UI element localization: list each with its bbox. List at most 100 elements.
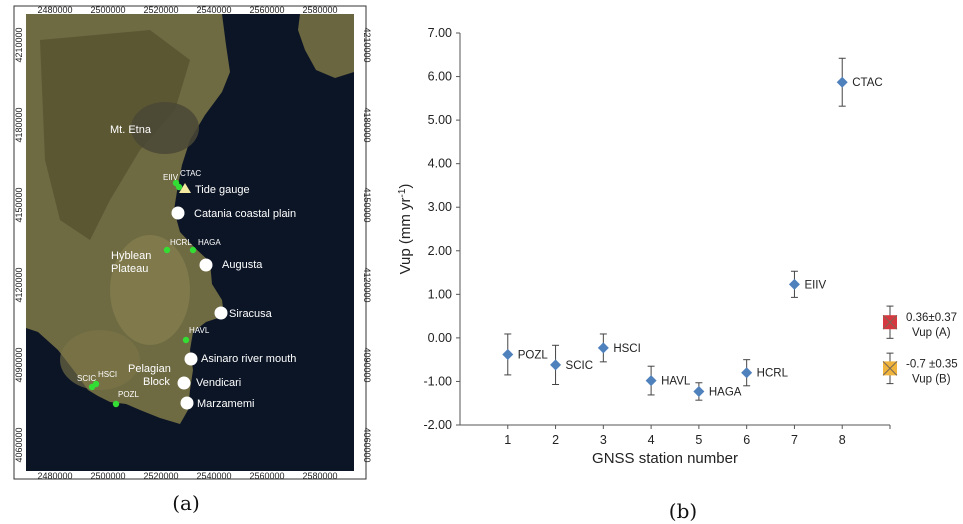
map-y-tick: 4060000 [14,427,24,462]
x-tick-label: 3 [600,433,607,447]
map-y-tick: 4150000 [14,187,24,222]
map-x-tick: 2560000 [249,5,284,15]
panel-b-label: (b) [669,499,697,523]
inland-relief [40,30,190,240]
map-y-tick: 4090000 [14,347,24,382]
y-tick-label: 2.00 [428,244,452,258]
siracusa-label: Siracusa [229,308,273,320]
data-point [788,278,800,290]
data-label: POZL [518,349,549,361]
data-point [836,76,848,88]
data-point [597,342,609,354]
map-x-tick: 2580000 [302,5,337,15]
data-label: CTAC [852,77,882,89]
data-point [741,367,753,379]
x-tick-label: 1 [504,433,511,447]
y-tick-label: 4.00 [428,157,452,171]
asinaro-label: Asinaro river mouth [201,353,296,365]
average-marker-cross [882,314,898,330]
average-value-label: 0.36±0.37 [906,312,957,324]
map-x-tick: 2540000 [196,471,231,481]
station-ctac-dot [175,183,183,191]
pelagian-label-line1: Pelagian [128,363,171,375]
asinaro-marker [184,352,198,366]
hyblean-relief [110,235,190,345]
station-label-haga: HAGA [198,238,221,247]
map-y-tick: 4060000 [362,427,372,462]
map-y-tick: 4210000 [14,27,24,62]
station-pozl-dot [112,400,120,408]
chart-panel: 7.00 6.00 5.00 4.00 3.00 2.00 1.00 0.00 -1.00 -2.… [397,26,958,523]
data-label: SCIC [566,360,593,372]
hyblean-label-line1: Hyblean [111,250,151,262]
map-x-tick: 2500000 [90,471,125,481]
map-markers [88,179,228,410]
station-hcrl-dot [163,246,171,254]
siracusa-marker [214,306,228,320]
map-y-tick: 4120000 [14,267,24,302]
map-x-tick: 2540000 [196,5,231,15]
map-x-tick: 2520000 [143,471,178,481]
station-label-hsci: HSCI [98,370,117,379]
y-tick-label: 6.00 [428,70,452,84]
average-series-label: Vup (B) [912,373,951,385]
tide-gauge-icon [179,183,191,193]
map-y-tick: 4120000 [362,267,372,302]
y-tick-label: 0.00 [428,331,452,345]
hyblean-label-line2: Plateau [111,263,148,275]
y-tick-label: 3.00 [428,200,452,214]
augusta-marker [199,258,213,272]
data-point [550,359,562,371]
x-tick-label: 4 [648,433,655,447]
etna-label: Mt. Etna [110,124,152,136]
catania-marker [171,206,185,220]
tide-gauge-label: Tide gauge [195,184,250,196]
map-labels: Mt. Etna EIIV CTAC Tide gauge Catania co… [77,124,296,410]
map-y-tick: 4210000 [362,27,372,62]
average-value-label: -0.7 ±0.35 [906,358,958,370]
map-y-tick: 4090000 [362,347,372,382]
y-tick-label: 1.00 [428,287,452,301]
map-panel: 2480000 2500000 2520000 2540000 2560000 … [13,5,372,515]
panel-a-label: (a) [172,491,200,515]
station-label-scic: SCIC [77,374,96,383]
south-relief [60,330,140,390]
x-tick-label: 2 [552,433,559,447]
x-axis-label: GNSS station number [592,450,738,467]
map-y-ticks-right: 4210000 4180000 4150000 4120000 4090000 … [362,27,372,462]
y-tick-label: -2.00 [424,418,453,432]
vendicari-label: Vendicari [196,377,241,389]
data-label: EIIV [804,279,826,291]
station-label-ctac: CTAC [180,169,201,178]
x-tick-group: 1 2 3 4 5 6 7 8 [504,425,891,447]
y-axis-label: Vup (mm yr-1) [397,184,415,275]
data-label: HCRL [757,368,789,380]
data-point [645,375,657,387]
station-havl-dot [182,336,190,344]
catania-label: Catania coastal plain [194,208,296,220]
average-group: 0.36±0.37 Vup (A) -0.7 ±0.35 Vup (B) [882,305,958,385]
map-x-tick: 2580000 [302,471,337,481]
map-x-ticks-bottom: 2480000 2500000 2520000 2540000 2560000 … [37,471,337,481]
map-x-tick: 2500000 [90,5,125,15]
data-label: HAVL [661,376,691,388]
y-tick-group: 7.00 6.00 5.00 4.00 3.00 2.00 1.00 0.00 -1.00 -2.… [424,26,460,432]
calabria-land [298,14,354,78]
etna-relief [131,102,199,154]
map-y-tick: 4150000 [362,187,372,222]
map-x-tick: 2480000 [37,5,72,15]
data-point-group: POZL SCIC HSCI HAVL HAGA HCRL EIIV CTAC [502,57,883,401]
y-tick-label: 7.00 [428,26,452,40]
x-tick-label: 5 [695,433,702,447]
x-tick-label: 7 [791,433,798,447]
map-y-ticks-left: 4210000 4180000 4150000 4120000 4090000 … [14,27,24,462]
map-image [26,14,354,471]
data-point [693,385,705,397]
station-label-pozl: POZL [118,390,139,399]
map-x-ticks-top: 2480000 2500000 2520000 2540000 2560000 … [37,5,337,15]
data-label: HAGA [709,386,742,398]
map-y-tick: 4180000 [362,107,372,142]
map-x-tick: 2520000 [143,5,178,15]
map-y-tick: 4180000 [14,107,24,142]
